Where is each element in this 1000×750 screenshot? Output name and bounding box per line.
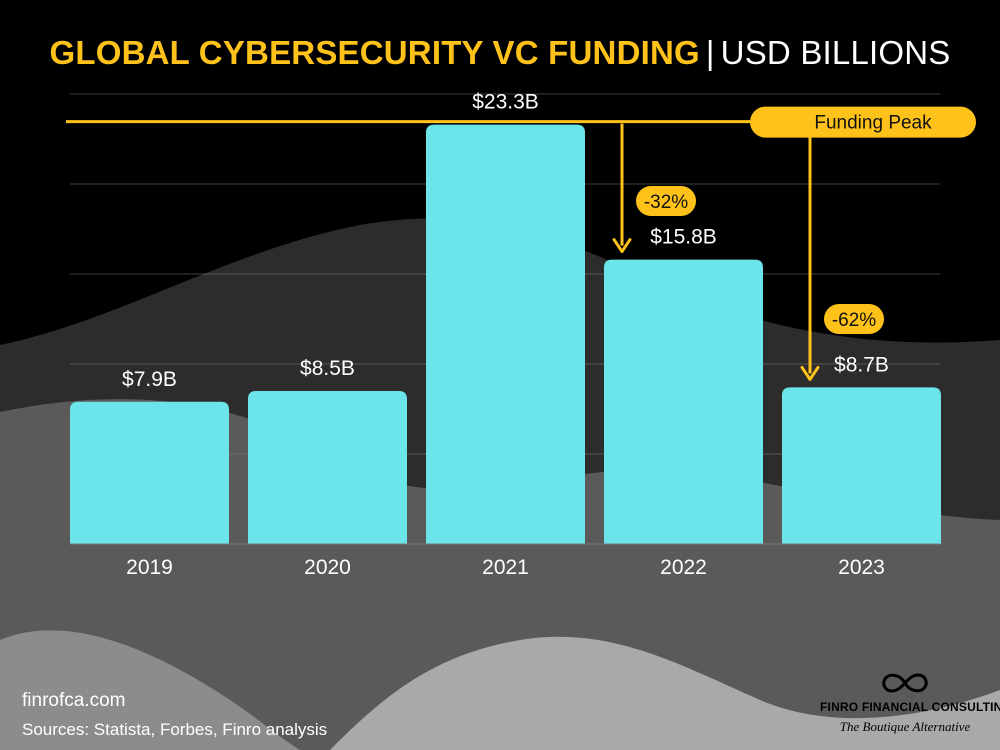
footer: finrofca.com Sources: Statista, Forbes, … <box>22 690 327 740</box>
peak-pill <box>750 106 976 138</box>
footer-site-link[interactable]: finrofca.com <box>22 690 126 711</box>
chart-title-separator: | <box>705 34 715 71</box>
data-label-2022: $15.8B <box>650 226 717 249</box>
bar-2020 <box>248 391 407 544</box>
change-annotations: -32% -62% <box>612 123 884 381</box>
brand-name: FINRO FINANCIAL CONSULTING <box>820 700 1000 714</box>
brand-tagline: The Boutique Alternative <box>839 719 971 734</box>
bar-2023 <box>782 387 941 544</box>
x-tick-2023: 2023 <box>838 556 885 579</box>
x-tick-2020: 2020 <box>304 556 351 579</box>
change-pill <box>636 186 696 216</box>
chart-title: GLOBAL CYBERSECURITY VC FUNDING | USD BILL… <box>0 34 1000 72</box>
bar-2021 <box>426 124 585 544</box>
arrow-head <box>612 238 632 254</box>
chart-title-unit: USD BILLIONS <box>720 34 951 71</box>
background-wave-front <box>330 636 1000 750</box>
data-label-2019: $7.9B <box>122 368 177 391</box>
funding-peak-line: Funding Peak <box>66 106 976 138</box>
change-label: -32% <box>644 192 688 213</box>
bars <box>70 124 941 544</box>
peak-label: Funding Peak <box>814 113 932 134</box>
data-label-2020: $8.5B <box>300 357 355 380</box>
chart-title-main: GLOBAL CYBERSECURITY VC FUNDING <box>49 34 700 71</box>
data-labels: $7.9B $8.5B $23.3B $15.8B $8.7B <box>122 91 889 391</box>
bar-2022 <box>604 259 763 544</box>
x-tick-2022: 2022 <box>660 556 707 579</box>
bar-2019 <box>70 401 229 544</box>
x-tick-labels: 2019 2020 2021 2022 2023 <box>126 556 885 579</box>
data-label-2021: $23.3B <box>472 91 539 114</box>
data-label-2023: $8.7B <box>834 353 889 376</box>
brand-block: FINRO FINANCIAL CONSULTING The Boutique … <box>820 670 1000 735</box>
arrow-head <box>800 365 820 381</box>
change-label: -62% <box>832 310 876 331</box>
change-pill <box>824 304 884 334</box>
infinity-icon <box>882 673 928 693</box>
x-tick-2021: 2021 <box>482 556 529 579</box>
footer-sources: Sources: Statista, Forbes, Finro analysi… <box>22 720 328 739</box>
background-wave-corner <box>0 630 300 750</box>
x-tick-2019: 2019 <box>126 556 173 579</box>
